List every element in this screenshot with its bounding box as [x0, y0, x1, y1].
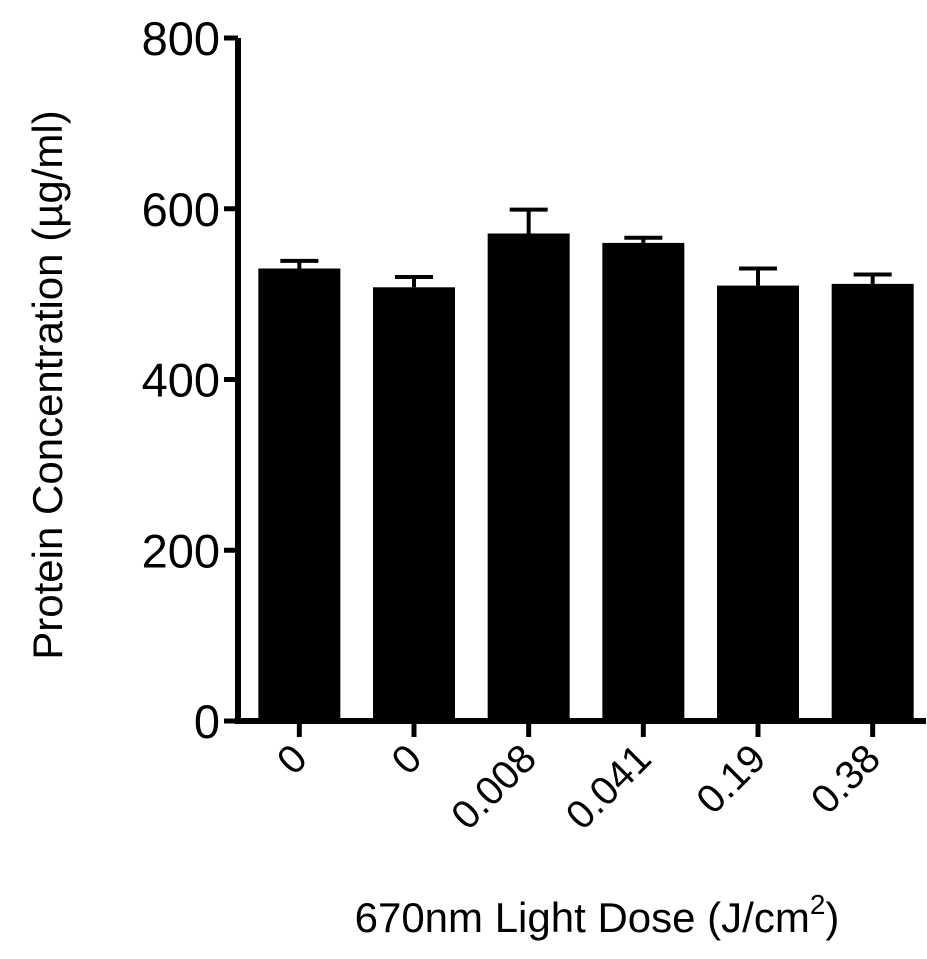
- bar: [373, 287, 455, 721]
- x-tick-label: 0.041: [558, 736, 660, 838]
- x-axis-title-suffix: ): [825, 894, 839, 941]
- bar: [831, 283, 914, 721]
- x-tick-label: 0.19: [688, 736, 774, 822]
- x-axis-title-main: 670nm Light Dose (J/cm: [355, 894, 810, 941]
- bar: [717, 285, 799, 721]
- y-tick-label: 800: [142, 12, 220, 65]
- y-tick-label: 0: [194, 695, 220, 748]
- bar: [602, 242, 685, 721]
- bars-group: [258, 233, 914, 722]
- bar: [258, 268, 341, 721]
- x-tick-label: 0.008: [443, 736, 545, 838]
- x-axis-title-superscript: 2: [810, 889, 826, 920]
- y-axis-ticks: 0 200 400 600 800: [142, 12, 238, 748]
- y-tick-label: 600: [142, 183, 220, 236]
- x-tick-label: 0: [384, 736, 431, 783]
- x-tick-label: 0: [269, 736, 316, 783]
- y-axis-title: Protein Concentration (µg/ml): [24, 110, 71, 659]
- bar: [487, 233, 570, 722]
- x-tick-label: 0.38: [803, 736, 889, 822]
- y-tick-label: 200: [142, 524, 220, 577]
- x-axis-title: 670nm Light Dose (J/cm2): [355, 889, 840, 941]
- error-bars-group: [280, 207, 892, 288]
- y-tick-label: 400: [142, 354, 220, 407]
- x-axis-ticks: 0 0 0.008 0.041 0.19 0.38: [269, 721, 889, 838]
